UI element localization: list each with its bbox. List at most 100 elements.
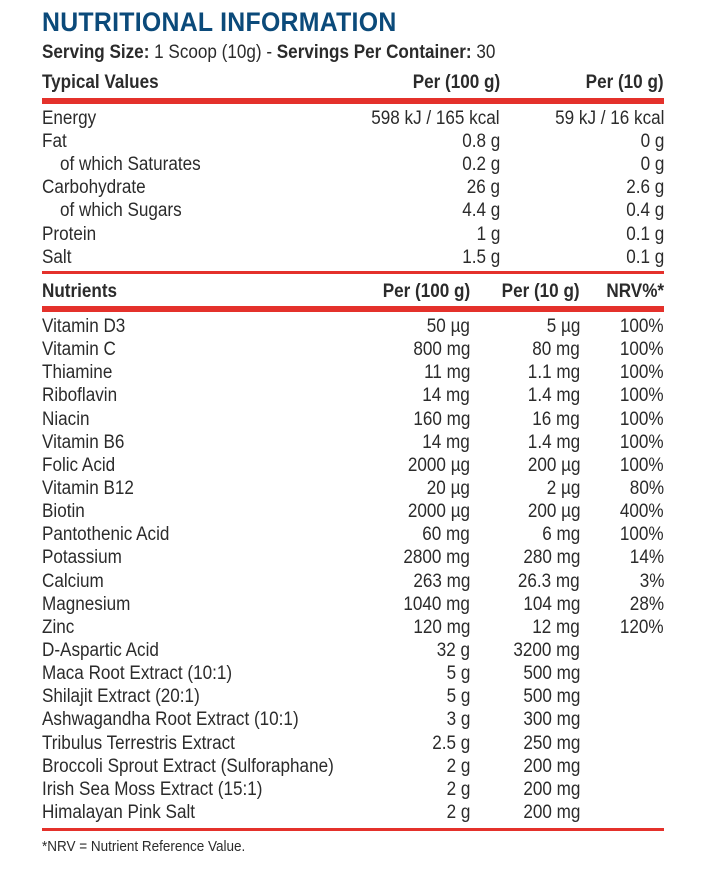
serving-separator: - [266,42,273,63]
value-per-10g: 250 mg [522,732,580,754]
value-nrv: 400% [620,501,664,523]
value-per-100g: 2800 mg [403,547,470,569]
servings-per-container-label: Servings Per Container: [276,42,472,63]
header-per-10g: Per (10 g) [502,281,580,302]
table-row: of which Saturates 0.2 g 0 g [42,154,664,177]
table-row: Niacin 160 mg 16 mg 100% [42,409,664,432]
value-nrv: 80% [629,477,664,499]
table-row: Himalayan Pink Salt 2 g 200 mg [42,802,664,825]
nutrient-name: Niacin [42,408,90,430]
table-row: of which Sugars 4.4 g 0.4 g [42,200,664,223]
header-per-100g: Per (100 g) [412,72,500,93]
value-per-100g: 800 mg [412,339,470,361]
value-per-100g: 2 g [446,755,470,777]
nutrients-header: Nutrients Per (100 g) Per (10 g) NRV%* [42,281,664,304]
nutrient-name: Ashwagandha Root Extract (10:1) [42,709,299,731]
value-per-100g: 14 mg [422,431,470,453]
value-per-100g: 50 µg [426,316,470,337]
value-per-100g: 0.2 g [461,154,500,176]
typical-values-header: Typical Values Per (100 g) Per (10 g) [42,72,664,95]
value-per-10g: 200 µg [527,501,580,523]
table-row: Zinc 120 mg 12 mg 120% [42,617,664,640]
nutrient-name: Magnesium [42,593,131,615]
value-nrv: 100% [620,454,664,476]
nutrient-name: Folic Acid [42,454,116,476]
table-row: Irish Sea Moss Extract (15:1) 2 g 200 mg [42,779,664,802]
table-row: Salt 1.5 g 0.1 g [42,247,664,270]
value-per-10g: 59 kJ / 16 kcal [554,108,664,129]
value-per-10g: 80 mg [532,339,580,361]
value-per-10g: 5 µg [546,316,580,337]
value-per-10g: 104 mg [522,593,580,615]
value-per-100g: 2.5 g [431,732,470,754]
serving-info: Serving Size: 1 Scoop (10g) - Servings P… [42,42,495,64]
nutrient-name: Irish Sea Moss Extract (15:1) [42,778,263,800]
value-per-10g: 12 mg [532,616,580,638]
value-per-10g: 500 mg [522,686,580,708]
value-per-100g: 26 g [466,177,500,199]
nutrient-name: Protein [42,223,97,245]
nutrient-name: Vitamin D3 [42,316,126,337]
nutrient-name: Calcium [42,570,104,592]
value-per-10g: 1.4 mg [527,431,580,453]
value-per-10g: 0.1 g [625,246,664,268]
value-per-10g: 200 µg [527,454,580,476]
value-per-10g: 2.6 g [625,177,664,199]
header-per-10g: Per (10 g) [586,72,664,93]
servings-per-container-value: 30 [476,42,496,63]
table-row: Protein 1 g 0.1 g [42,224,664,247]
header-typical-values: Typical Values [42,72,159,93]
value-per-100g: 60 mg [422,524,470,546]
value-per-10g: 2 µg [546,477,580,499]
serving-size-value: 1 Scoop (10g) [154,42,262,63]
table-row: Vitamin B12 20 µg 2 µg 80% [42,478,664,501]
red-rule [42,271,664,274]
red-rule [42,98,664,104]
value-per-100g: 2 g [446,801,470,823]
nutrient-name: Tribulus Terrestris Extract [42,732,235,754]
table-row: Ashwagandha Root Extract (10:1) 3 g 300 mg [42,709,664,732]
nutrient-name: Biotin [42,501,85,523]
value-nrv: 100% [620,524,664,546]
value-per-10g: 0.1 g [625,223,664,245]
value-nrv: 100% [620,431,664,453]
value-per-100g: 1040 mg [403,593,470,615]
red-rule [42,828,664,831]
table-row: Maca Root Extract (10:1) 5 g 500 mg [42,663,664,686]
value-nrv: 3% [639,570,664,592]
value-per-100g: 2000 µg [407,501,470,523]
table-row: D-Aspartic Acid 32 g 3200 mg [42,640,664,663]
table-row: Pantothenic Acid 60 mg 6 mg 100% [42,524,664,547]
value-nrv: 100% [620,362,664,384]
table-row: Folic Acid 2000 µg 200 µg 100% [42,455,664,478]
value-per-10g: 16 mg [532,408,580,430]
value-nrv: 120% [620,616,664,638]
value-per-10g: 500 mg [522,663,580,685]
table-row: Biotin 2000 µg 200 µg 400% [42,501,664,524]
footnote: *NRV = Nutrient Reference Value. [42,838,246,855]
value-per-100g: 120 mg [412,616,470,638]
value-per-10g: 26.3 mg [518,570,580,592]
value-per-10g: 3200 mg [513,639,580,661]
table-row: Vitamin C 800 mg 80 mg 100% [42,339,664,362]
serving-size-label: Serving Size: [42,42,150,63]
value-nrv: 100% [620,339,664,361]
header-nrv: NRV%* [606,281,664,302]
table-row: Energy 598 kJ / 165 kcal 59 kJ / 16 kcal [42,108,664,131]
value-per-100g: 598 kJ / 165 kcal [371,108,500,129]
value-nrv: 100% [620,385,664,407]
table-row: Vitamin B6 14 mg 1.4 mg 100% [42,432,664,455]
value-per-100g: 20 µg [426,477,470,499]
nutrient-name: Riboflavin [42,385,118,407]
value-per-100g: 4.4 g [461,200,500,222]
value-per-10g: 200 mg [522,778,580,800]
table-row: Tribulus Terrestris Extract 2.5 g 250 mg [42,733,664,756]
value-nrv: 28% [629,593,664,615]
value-per-100g: 263 mg [412,570,470,592]
value-per-100g: 5 g [446,686,470,708]
table-row: Magnesium 1040 mg 104 mg 28% [42,594,664,617]
nutrient-name: Zinc [42,616,75,638]
table-row: Broccoli Sprout Extract (Sulforaphane) 2 … [42,756,664,779]
value-per-100g: 5 g [446,663,470,685]
header-nutrients: Nutrients [42,281,118,302]
